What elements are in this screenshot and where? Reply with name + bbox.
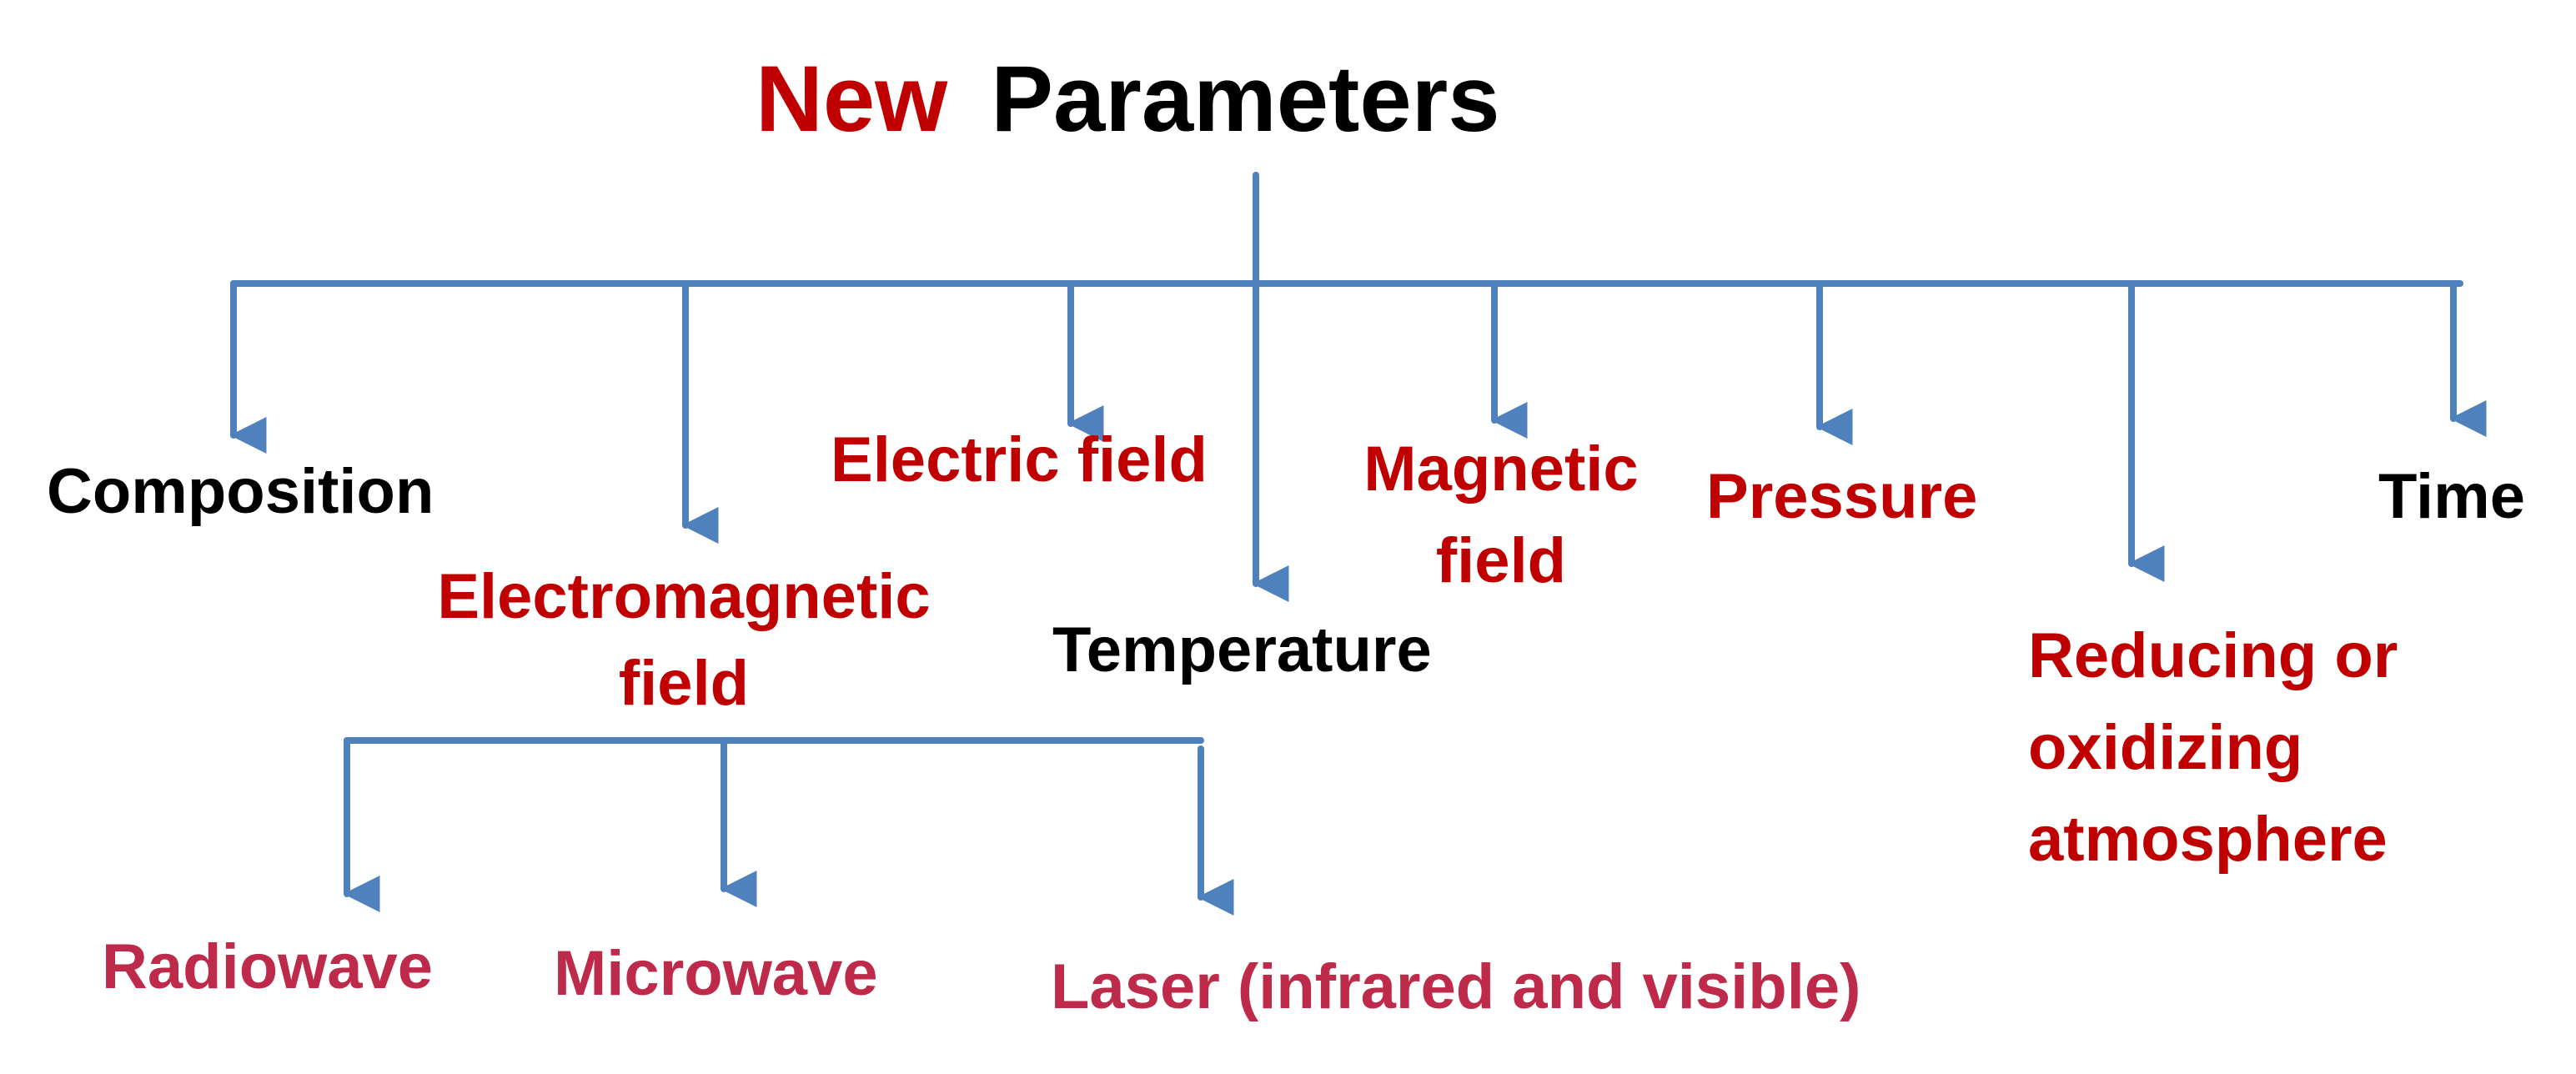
label-temperature: Temperature [1052,615,1432,685]
atmosphere-line2: oxidizing [2028,712,2303,783]
label-laser: Laser (infrared and visible) [1051,951,1861,1022]
label-magnetic-field: Magnetic field [1334,424,1668,607]
electromagnetic-line2: field [618,648,750,719]
label-electromagnetic-field: Electromagnetic field [425,554,942,727]
label-microwave: Microwave [554,938,878,1009]
label-electric-field: Electric field [831,424,1208,495]
label-pressure: Pressure [1706,461,1978,532]
label-atmosphere: Reducing or oxidizing atmosphere [2028,610,2398,886]
label-radiowave: Radiowave [102,931,434,1002]
label-time: Time [2378,461,2526,532]
diagram-title: New Parameters [756,43,1500,155]
label-composition: Composition [47,456,434,527]
electromagnetic-line1: Electromagnetic [437,561,931,632]
atmosphere-line3: atmosphere [2028,804,2388,875]
title-word-parameters: Parameters [991,47,1500,151]
title-word-new: New [756,47,948,151]
atmosphere-line1: Reducing or [2028,620,2398,691]
magnetic-line2: field [1435,525,1567,596]
magnetic-line1: Magnetic [1363,434,1639,504]
